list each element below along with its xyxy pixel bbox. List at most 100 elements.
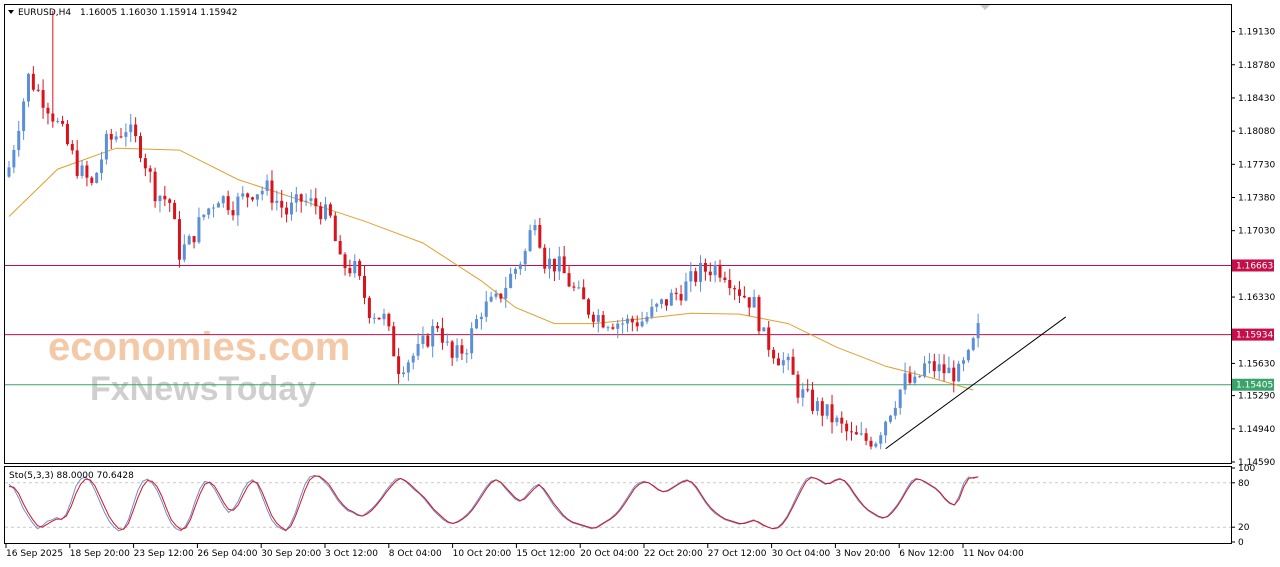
candle-body	[528, 230, 532, 252]
candle-body	[7, 167, 11, 177]
candle-body	[406, 362, 410, 373]
time-tick-label: 20 Oct 04:00	[580, 549, 639, 559]
candle-body	[509, 273, 513, 288]
candle-body	[95, 172, 99, 183]
candle-body	[251, 197, 254, 200]
candle-body	[455, 345, 459, 358]
price-tick-label: 1.14940	[1238, 425, 1275, 435]
price-tick-label: 1.15630	[1238, 359, 1275, 369]
candle-body	[104, 133, 108, 160]
candle-body	[543, 247, 547, 269]
candle-body	[100, 159, 104, 173]
candle-body	[70, 144, 74, 151]
candle-body	[927, 361, 931, 364]
candle-body	[538, 224, 542, 248]
candle-body	[387, 313, 391, 327]
candle-body	[158, 195, 162, 202]
candle-body	[806, 389, 810, 391]
candle-body	[718, 264, 722, 278]
candle-body	[221, 196, 225, 204]
candle-body	[913, 376, 917, 383]
candle-body	[143, 158, 147, 169]
candle-body	[484, 301, 488, 317]
candle-body	[801, 389, 805, 398]
current-price-tag	[1232, 328, 1274, 341]
candle-body	[962, 360, 966, 364]
candle-body	[280, 200, 284, 208]
candle-body	[625, 318, 629, 324]
candle-body	[36, 89, 40, 91]
candle-body	[893, 407, 897, 416]
time-tick-label: 16 Sep 2025	[6, 549, 63, 559]
candle-body	[494, 293, 498, 297]
candle-body	[635, 322, 639, 327]
time-tick-label: 30 Sep 20:00	[261, 549, 321, 559]
candle-body	[854, 432, 858, 435]
watermark-economies: economies.com	[48, 325, 350, 369]
candle-body	[148, 168, 152, 172]
candle-body	[738, 289, 741, 296]
candle-body	[791, 356, 795, 375]
moving-average	[8, 147, 974, 391]
level-price-labels: 1.16663 1.15934 1.15405	[1232, 259, 1274, 391]
stoch-tick-label: 0	[1238, 538, 1244, 548]
candle-body	[299, 194, 303, 202]
candle-body	[742, 295, 746, 298]
time-tick-label: 30 Oct 04:00	[772, 549, 831, 559]
candle-body	[289, 202, 293, 215]
candle-body	[591, 314, 595, 322]
candle-body	[650, 306, 654, 317]
candle-body	[513, 269, 517, 274]
candle-body	[202, 214, 206, 218]
candle-body	[674, 292, 678, 295]
time-tick-label: 23 Sep 12:00	[134, 549, 194, 559]
candle-body	[942, 364, 946, 374]
ascending-trendline[interactable]	[885, 316, 1067, 450]
candle-body	[879, 435, 883, 444]
candle-body	[903, 373, 907, 390]
time-tick-label: 11 Nov 04:00	[963, 549, 1024, 559]
candle-body	[348, 268, 352, 274]
price-tick-label: 1.18780	[1238, 61, 1275, 71]
candle-body	[811, 389, 815, 411]
candle-body	[197, 217, 201, 243]
candle-body	[601, 315, 605, 328]
candle-body	[421, 335, 425, 344]
symbol-dropdown-icon[interactable]	[8, 10, 14, 14]
candle-body	[660, 299, 664, 304]
candle-body	[431, 326, 435, 347]
candle-body	[212, 207, 216, 209]
candle-body	[830, 404, 834, 423]
candle-body	[65, 123, 69, 145]
candle-body	[976, 323, 980, 339]
candle-body	[241, 193, 245, 197]
candle-body	[757, 296, 761, 332]
candle-body	[138, 136, 142, 159]
candle-body	[888, 415, 892, 422]
candle-body	[664, 299, 668, 306]
candle-body	[328, 204, 332, 216]
candle-body	[163, 195, 167, 200]
candle-body	[669, 292, 673, 306]
candle-body	[699, 262, 703, 282]
candle-body	[41, 90, 45, 108]
candle-body	[12, 149, 16, 168]
stoch-tick-label: 20	[1238, 523, 1250, 533]
candle-body	[694, 271, 698, 282]
resistance-price-tag	[1232, 259, 1274, 272]
time-axis: 16 Sep 2025 18 Sep 20:00 23 Sep 12:00 26 Se…	[5, 544, 1024, 559]
candle-body	[645, 316, 649, 322]
price-tick-label: 1.14590	[1238, 458, 1275, 468]
candle-body	[523, 251, 527, 265]
candle-body	[314, 198, 318, 207]
candle-body	[411, 355, 415, 363]
price-tick-label: 1.17730	[1238, 160, 1275, 170]
price-tick-label: 1.17030	[1238, 227, 1275, 237]
chart-shift-icon[interactable]	[980, 5, 990, 10]
candle-body	[567, 273, 571, 287]
candle-body	[114, 136, 118, 140]
candle-body	[557, 256, 561, 272]
candle-body	[966, 349, 970, 361]
candle-body	[392, 326, 396, 357]
